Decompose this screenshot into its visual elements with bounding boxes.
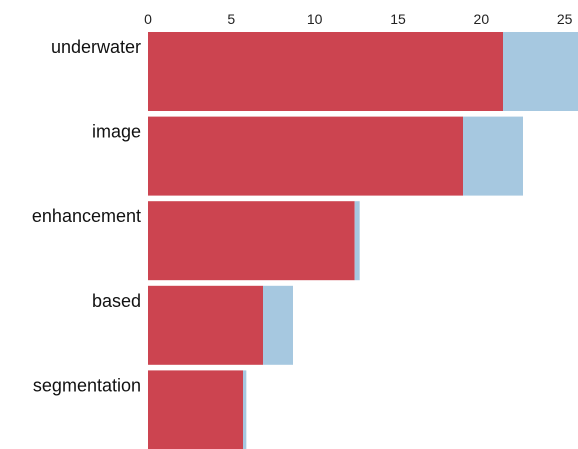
bar-segment-segmentation-series2 [243, 370, 247, 449]
category-label: image [92, 122, 141, 142]
x-tick-label: 25 [557, 11, 573, 27]
x-tick-label: 0 [144, 11, 152, 27]
x-tick-label: 15 [390, 11, 406, 27]
x-tick-label: 20 [474, 11, 490, 27]
category-label: segmentation [33, 375, 141, 395]
bar-segment-based-series2 [263, 285, 293, 365]
bar-segment-underwater-series2 [503, 32, 578, 111]
category-label: based [92, 291, 141, 311]
bar-segment-image-series2 [463, 116, 523, 196]
bars [148, 32, 578, 449]
category-labels: underwater image enhancement based segmentat… [32, 37, 141, 395]
bar-segment-based-series1 [148, 285, 263, 365]
category-label: underwater [51, 37, 141, 57]
bar-segment-enhancement-series2 [354, 201, 360, 281]
x-tick-label: 5 [227, 11, 235, 27]
bar-segment-image-series1 [148, 116, 463, 196]
x-tick-label: 10 [307, 11, 323, 27]
x-axis: 0 5 10 15 20 25 [144, 11, 573, 27]
category-label: enhancement [32, 206, 141, 226]
bar-segment-enhancement-series1 [148, 201, 355, 281]
bar-segment-segmentation-series1 [148, 370, 243, 449]
bar-segment-underwater-series1 [148, 32, 503, 111]
